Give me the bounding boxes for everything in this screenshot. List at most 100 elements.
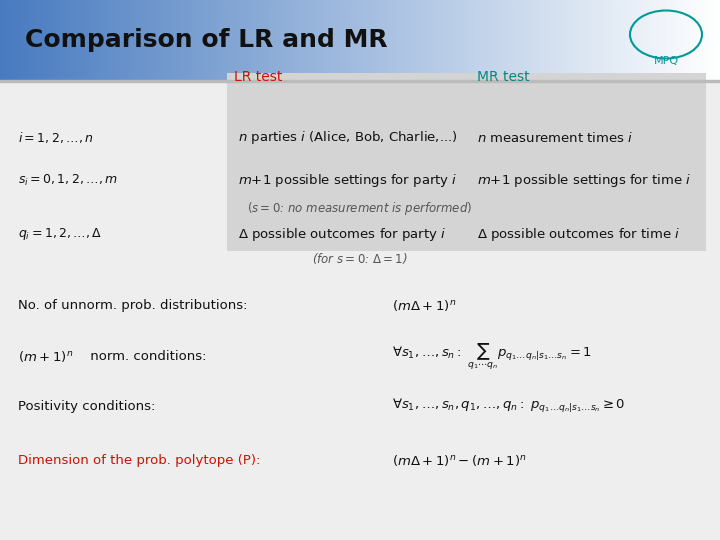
Bar [161,0,164,80]
Bar [0,0,3,80]
Bar [583,0,586,80]
Bar [243,0,246,80]
Text: MR test: MR test [477,70,530,84]
Bar [655,0,658,80]
Bar [603,0,606,80]
Bar [423,0,426,80]
Bar [713,0,716,80]
Bar [401,0,404,80]
Text: $s_i = 0,1,2,\ldots,m$: $s_i = 0,1,2,\ldots,m$ [18,173,118,188]
Bar [684,0,687,80]
Bar [346,0,348,80]
Bar [588,0,591,80]
Bar [163,0,166,80]
Bar [562,0,564,80]
Bar [578,0,582,80]
Bar [322,0,325,80]
Bar [576,0,579,80]
Bar [621,0,625,80]
Text: $(m\Delta + 1)^n$: $(m\Delta + 1)^n$ [392,298,456,313]
Bar [180,0,183,80]
Bar [463,0,467,80]
Text: $m$+1 possible settings for party $i$: $m$+1 possible settings for party $i$ [238,172,457,190]
Bar [189,0,193,80]
Bar [307,0,310,80]
Bar [434,0,438,80]
Bar [706,0,708,80]
Bar [207,0,210,80]
Bar [302,0,305,80]
Bar [574,0,577,80]
Bar [341,0,344,80]
Bar [526,0,528,80]
Bar [369,0,373,80]
Bar [646,0,649,80]
Bar [367,0,370,80]
Bar [693,0,697,80]
Bar [81,0,85,80]
Bar [420,0,423,80]
Bar [264,0,267,80]
Bar [482,0,485,80]
Bar [211,0,215,80]
Bar [91,0,94,80]
Bar [679,0,683,80]
Bar [372,0,375,80]
Bar [55,0,58,80]
Bar [552,0,555,80]
Bar [58,0,60,80]
Bar [389,0,392,80]
Bar [199,0,202,80]
Bar [444,0,447,80]
Bar [194,0,197,80]
Bar [351,0,354,80]
Bar [504,0,507,80]
Bar [106,0,109,80]
Bar [610,0,613,80]
Bar [79,0,82,80]
Bar [473,0,476,80]
Bar [245,0,248,80]
Bar [34,0,37,80]
Bar [77,0,80,80]
Bar [528,0,531,80]
Bar [394,0,397,80]
Bar [384,0,387,80]
Bar [470,0,474,80]
Bar [283,0,287,80]
Bar [672,0,675,80]
Bar [643,0,647,80]
Bar [250,0,253,80]
Bar [446,0,449,80]
Bar [19,0,22,80]
Bar [101,0,104,80]
Bar [715,0,719,80]
Bar [653,0,656,80]
Bar [166,0,168,80]
Bar [631,0,634,80]
Bar [415,0,418,80]
Text: $\forall s_1,\ldots,s_n{:}\;\sum_{q_1\cdots q_n} p_{q_1\ldots q_n|s_1\ldots s_n}: $\forall s_1,\ldots,s_n{:}\;\sum_{q_1\cd… [392,341,593,372]
Bar [617,0,620,80]
Bar [178,0,181,80]
Bar [45,0,49,80]
Bar [290,0,294,80]
Bar [362,0,366,80]
Bar [315,0,318,80]
Bar [523,0,526,80]
Bar [454,0,456,80]
Bar [403,0,406,80]
Bar [636,0,639,80]
Bar [149,0,152,80]
Bar [379,0,382,80]
Bar [5,0,8,80]
Bar [281,0,284,80]
Bar [499,0,503,80]
Bar [398,0,402,80]
Bar [492,0,495,80]
Bar [293,0,296,80]
Bar [718,0,720,80]
Bar [382,0,384,80]
Bar [252,0,255,80]
Bar [425,0,428,80]
